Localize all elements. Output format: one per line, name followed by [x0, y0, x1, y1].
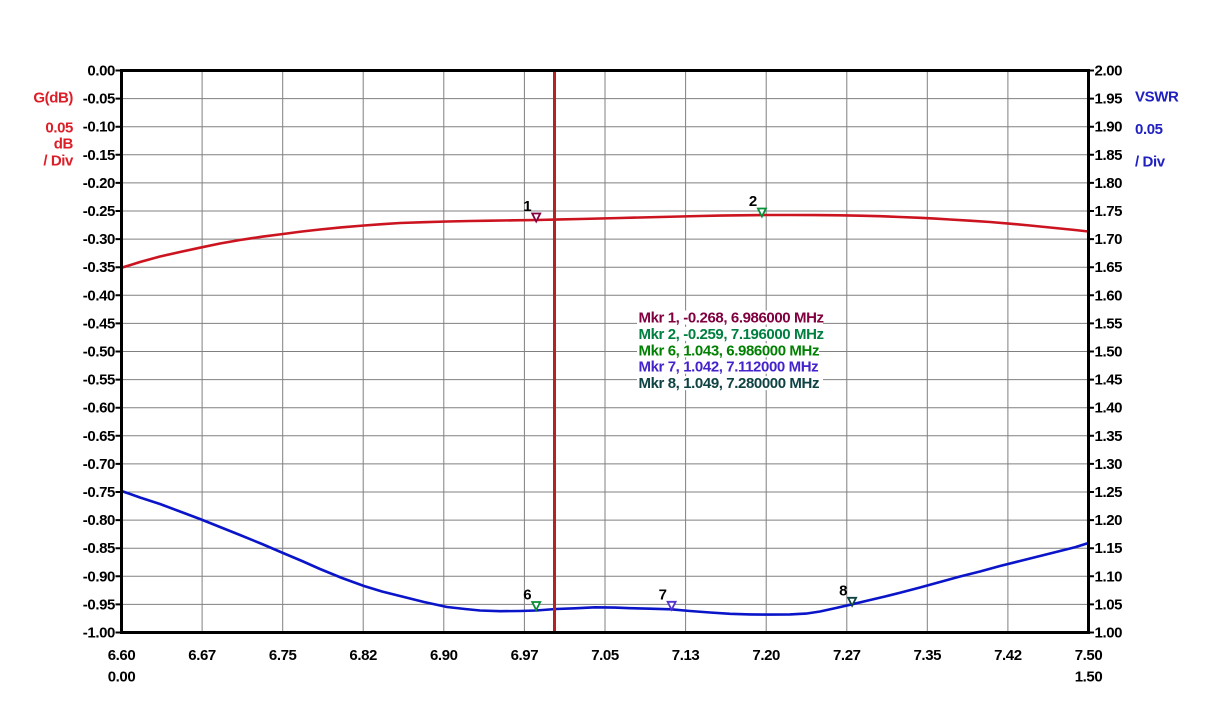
svg-text:-0.70: -0.70: [83, 456, 115, 473]
svg-text:Mkr 2, -0.259, 7.196000 MHz: Mkr 2, -0.259, 7.196000 MHz: [639, 326, 824, 343]
svg-text:1.65: 1.65: [1095, 259, 1123, 276]
svg-text:6.90: 6.90: [430, 647, 458, 664]
svg-text:-0.65: -0.65: [83, 428, 115, 445]
svg-text:1.70: 1.70: [1095, 231, 1123, 248]
svg-text:7.27: 7.27: [833, 647, 861, 664]
svg-text:-0.20: -0.20: [83, 175, 115, 192]
svg-text:1.10: 1.10: [1095, 568, 1123, 585]
svg-text:7.13: 7.13: [672, 647, 700, 664]
svg-text:-0.45: -0.45: [83, 315, 115, 332]
svg-text:-0.75: -0.75: [83, 484, 115, 501]
svg-text:1.35: 1.35: [1095, 428, 1123, 445]
svg-text:-0.95: -0.95: [83, 596, 115, 613]
svg-text:/ Div: / Div: [43, 153, 74, 170]
svg-text:-0.25: -0.25: [83, 203, 115, 220]
svg-text:7.05: 7.05: [591, 647, 619, 664]
svg-text:6.67: 6.67: [188, 647, 216, 664]
svg-text:6.97: 6.97: [511, 647, 539, 664]
svg-text:-0.55: -0.55: [83, 372, 115, 389]
svg-text:-0.85: -0.85: [83, 540, 115, 557]
svg-text:-0.10: -0.10: [83, 119, 115, 136]
svg-text:-0.15: -0.15: [83, 147, 115, 164]
svg-text:Mkr 6, 1.043, 6.986000 MHz: Mkr 6, 1.043, 6.986000 MHz: [639, 342, 820, 359]
svg-text:-0.30: -0.30: [83, 231, 115, 248]
svg-text:1.85: 1.85: [1095, 147, 1123, 164]
svg-text:1.25: 1.25: [1095, 484, 1123, 501]
svg-text:8: 8: [839, 582, 847, 599]
svg-text:-0.50: -0.50: [83, 344, 115, 361]
svg-text:/ Div: / Div: [1135, 153, 1166, 170]
svg-text:1.00: 1.00: [1095, 625, 1123, 642]
svg-text:2.00: 2.00: [1095, 63, 1123, 80]
svg-text:Mkr 8, 1.049, 7.280000 MHz: Mkr 8, 1.049, 7.280000 MHz: [639, 375, 820, 392]
svg-text:6.82: 6.82: [349, 647, 377, 664]
svg-text:-0.35: -0.35: [83, 259, 115, 276]
svg-text:7.20: 7.20: [752, 647, 780, 664]
svg-text:Mkr 1, -0.268, 6.986000 MHz: Mkr 1, -0.268, 6.986000 MHz: [639, 310, 824, 327]
svg-text:7: 7: [659, 586, 667, 603]
svg-text:1.95: 1.95: [1095, 91, 1123, 108]
svg-text:1.15: 1.15: [1095, 540, 1123, 557]
svg-text:1.55: 1.55: [1095, 315, 1123, 332]
svg-text:1.80: 1.80: [1095, 175, 1123, 192]
svg-text:-0.60: -0.60: [83, 400, 115, 417]
svg-text:2: 2: [749, 193, 757, 210]
svg-text:dB: dB: [54, 136, 74, 153]
svg-text:7.42: 7.42: [994, 647, 1022, 664]
svg-text:0.00: 0.00: [87, 63, 115, 80]
svg-text:1.60: 1.60: [1095, 287, 1123, 304]
svg-text:Mkr 7, 1.042, 7.112000 MHz: Mkr 7, 1.042, 7.112000 MHz: [639, 359, 819, 376]
svg-text:0.05: 0.05: [45, 120, 73, 137]
svg-text:1: 1: [523, 198, 531, 215]
svg-text:7.35: 7.35: [913, 647, 941, 664]
svg-text:-0.05: -0.05: [83, 91, 115, 108]
svg-text:6: 6: [523, 587, 531, 604]
svg-text:1.40: 1.40: [1095, 400, 1123, 417]
svg-text:-0.80: -0.80: [83, 512, 115, 529]
svg-text:7.50: 7.50: [1075, 647, 1103, 664]
svg-text:-0.40: -0.40: [83, 287, 115, 304]
svg-text:6.75: 6.75: [269, 647, 297, 664]
svg-text:0.00: 0.00: [108, 669, 136, 686]
svg-text:0.05: 0.05: [1135, 121, 1163, 138]
svg-text:1.50: 1.50: [1075, 669, 1103, 686]
svg-text:1.75: 1.75: [1095, 203, 1123, 220]
svg-text:VSWR: VSWR: [1135, 89, 1179, 106]
svg-text:-0.90: -0.90: [83, 568, 115, 585]
svg-text:1.90: 1.90: [1095, 119, 1123, 136]
svg-text:6.60: 6.60: [108, 647, 136, 664]
svg-text:G(dB): G(dB): [33, 90, 73, 107]
svg-text:-1.00: -1.00: [83, 625, 115, 642]
svg-text:1.30: 1.30: [1095, 456, 1123, 473]
svg-text:1.20: 1.20: [1095, 512, 1123, 529]
svg-text:1.50: 1.50: [1095, 344, 1123, 361]
svg-text:1.45: 1.45: [1095, 372, 1123, 389]
svg-text:1.05: 1.05: [1095, 596, 1123, 613]
